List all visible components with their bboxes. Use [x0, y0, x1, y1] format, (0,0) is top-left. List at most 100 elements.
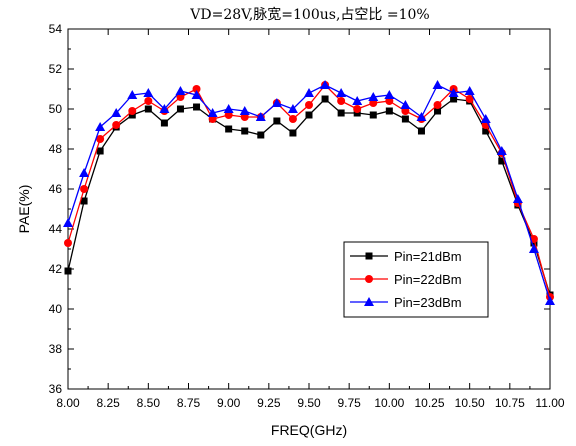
y-tick-label: 38	[49, 342, 63, 356]
data-point	[287, 104, 298, 113]
y-axis-label: PAE(%)	[16, 185, 32, 234]
data-point	[80, 185, 89, 193]
data-point	[512, 194, 523, 203]
x-tick-label: 8.75	[177, 396, 201, 410]
data-point	[112, 121, 121, 129]
x-tick-label: 9.75	[337, 396, 361, 410]
data-point	[498, 157, 506, 165]
data-point	[400, 100, 411, 109]
data-point	[448, 88, 459, 97]
plot-frame	[67, 28, 551, 390]
data-point	[353, 105, 362, 113]
data-point	[175, 86, 186, 95]
data-point	[480, 114, 491, 123]
x-tick-label: 11.00	[535, 396, 564, 410]
data-point	[143, 88, 154, 97]
legend-item: Pin=21dBm	[350, 249, 462, 264]
x-axis-label: FREQ(GHz)	[271, 422, 347, 438]
data-point	[95, 122, 106, 131]
y-tick-label: 52	[49, 62, 63, 76]
legend-marker	[365, 252, 373, 260]
data-point	[434, 107, 442, 115]
data-point	[192, 85, 201, 93]
data-point	[304, 88, 314, 97]
data-point	[96, 147, 104, 155]
data-point	[79, 168, 90, 177]
data-point	[432, 80, 443, 89]
legend: Pin=21dBm Pin=22dBm Pin=23dBm	[343, 241, 489, 318]
y-tick-label: 42	[49, 262, 63, 276]
data-point	[433, 101, 442, 109]
data-point	[160, 119, 168, 127]
y-tick-label: 54	[49, 22, 63, 36]
y-tick-label: 46	[49, 182, 63, 196]
x-tick-label: 8.50	[137, 396, 161, 410]
data-point	[465, 95, 474, 103]
data-point	[482, 127, 490, 135]
legend-item: Pin=23dBm	[350, 295, 462, 310]
data-point	[255, 112, 266, 121]
data-point	[289, 129, 297, 137]
legend-marker	[365, 275, 373, 283]
data-point	[96, 135, 105, 143]
x-axis: 8.00 8.25 8.50 8.75 9.00 9.25 9.50 9.75 10.00 10.…	[56, 29, 565, 410]
data-point	[305, 111, 313, 119]
series-3	[63, 80, 555, 305]
data-point	[63, 218, 73, 227]
x-tick-label: 10.00	[374, 396, 404, 410]
data-point	[207, 108, 218, 117]
data-point	[321, 95, 329, 103]
data-point	[401, 115, 409, 123]
data-point	[239, 106, 250, 115]
legend-marker	[364, 297, 374, 306]
y-tick-label: 36	[49, 382, 63, 396]
data-point	[191, 90, 202, 99]
data-point	[271, 98, 282, 107]
legend-label: Pin=21dBm	[394, 249, 462, 264]
series-layer	[63, 80, 555, 305]
legend-item: Pin=22dBm	[350, 272, 462, 287]
data-point	[111, 108, 122, 117]
x-tick-label: 8.00	[56, 396, 80, 410]
data-point	[450, 95, 458, 103]
data-point	[144, 97, 153, 105]
data-point	[385, 107, 393, 115]
data-point	[257, 131, 265, 139]
x-tick-label: 8.25	[96, 396, 120, 410]
data-point	[384, 90, 395, 99]
data-point	[320, 80, 331, 89]
x-tick-label: 9.00	[217, 396, 241, 410]
data-point	[241, 127, 249, 135]
x-tick-label: 10.75	[495, 396, 525, 410]
data-point	[64, 239, 72, 247]
x-tick-label: 9.25	[257, 396, 281, 410]
data-point	[176, 105, 184, 113]
data-point	[159, 104, 170, 113]
data-point	[273, 117, 281, 125]
y-tick-label: 50	[49, 102, 63, 116]
y-axis: 36 38 40 42 44 46 48 50 52 54	[49, 22, 550, 396]
data-point	[496, 146, 507, 155]
data-point	[223, 104, 234, 113]
chart-title: VD=28V,脉宽=100us,占空比 =10%	[189, 6, 429, 23]
data-point	[288, 115, 297, 123]
y-tick-label: 44	[49, 222, 63, 236]
data-point	[305, 101, 313, 109]
data-point	[368, 92, 379, 101]
data-point	[528, 244, 539, 253]
data-point	[417, 127, 425, 135]
x-tick-label: 9.50	[297, 396, 321, 410]
data-point	[337, 109, 345, 117]
data-point	[369, 111, 377, 119]
data-point	[416, 112, 427, 121]
y-tick-label: 48	[49, 142, 63, 156]
data-point	[545, 296, 555, 305]
data-point	[464, 86, 475, 95]
data-point	[193, 103, 201, 111]
data-point	[225, 125, 233, 133]
data-point	[128, 107, 137, 115]
x-tick-label: 10.50	[455, 396, 485, 410]
data-point	[80, 197, 88, 205]
data-point	[144, 105, 152, 113]
